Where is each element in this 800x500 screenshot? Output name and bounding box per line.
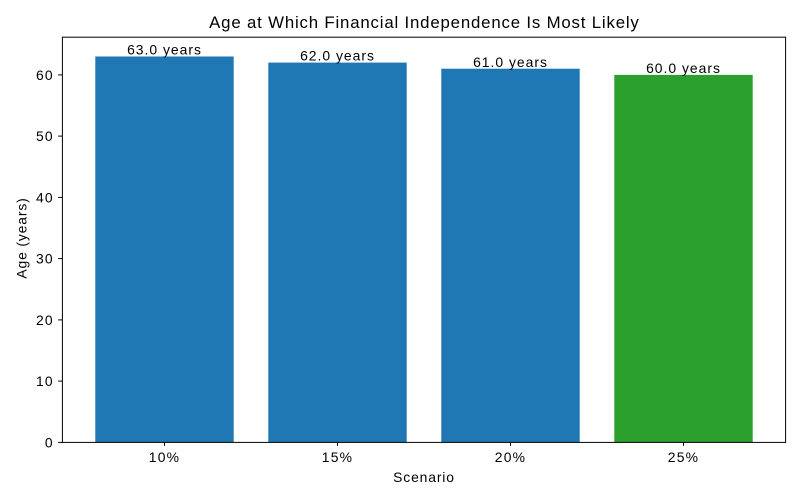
svg-text:Age at Which Financial Indepen: Age at Which Financial Independence Is M… xyxy=(209,13,639,32)
svg-text:63.0 years: 63.0 years xyxy=(127,42,202,58)
svg-text:61.0 years: 61.0 years xyxy=(473,54,548,70)
svg-text:30: 30 xyxy=(36,251,54,267)
svg-text:40: 40 xyxy=(36,189,54,205)
svg-text:20: 20 xyxy=(36,312,54,328)
svg-text:10%: 10% xyxy=(149,449,180,465)
svg-text:10: 10 xyxy=(36,373,54,389)
svg-text:60.0 years: 60.0 years xyxy=(646,60,721,76)
svg-text:60: 60 xyxy=(36,67,54,83)
svg-text:25%: 25% xyxy=(668,449,699,465)
svg-text:20%: 20% xyxy=(495,449,526,465)
svg-text:15%: 15% xyxy=(322,449,353,465)
svg-text:62.0 years: 62.0 years xyxy=(300,48,375,64)
svg-text:50: 50 xyxy=(36,128,54,144)
svg-text:0: 0 xyxy=(45,434,54,450)
svg-text:Scenario: Scenario xyxy=(393,469,455,485)
svg-text:Age (years): Age (years) xyxy=(13,197,29,278)
